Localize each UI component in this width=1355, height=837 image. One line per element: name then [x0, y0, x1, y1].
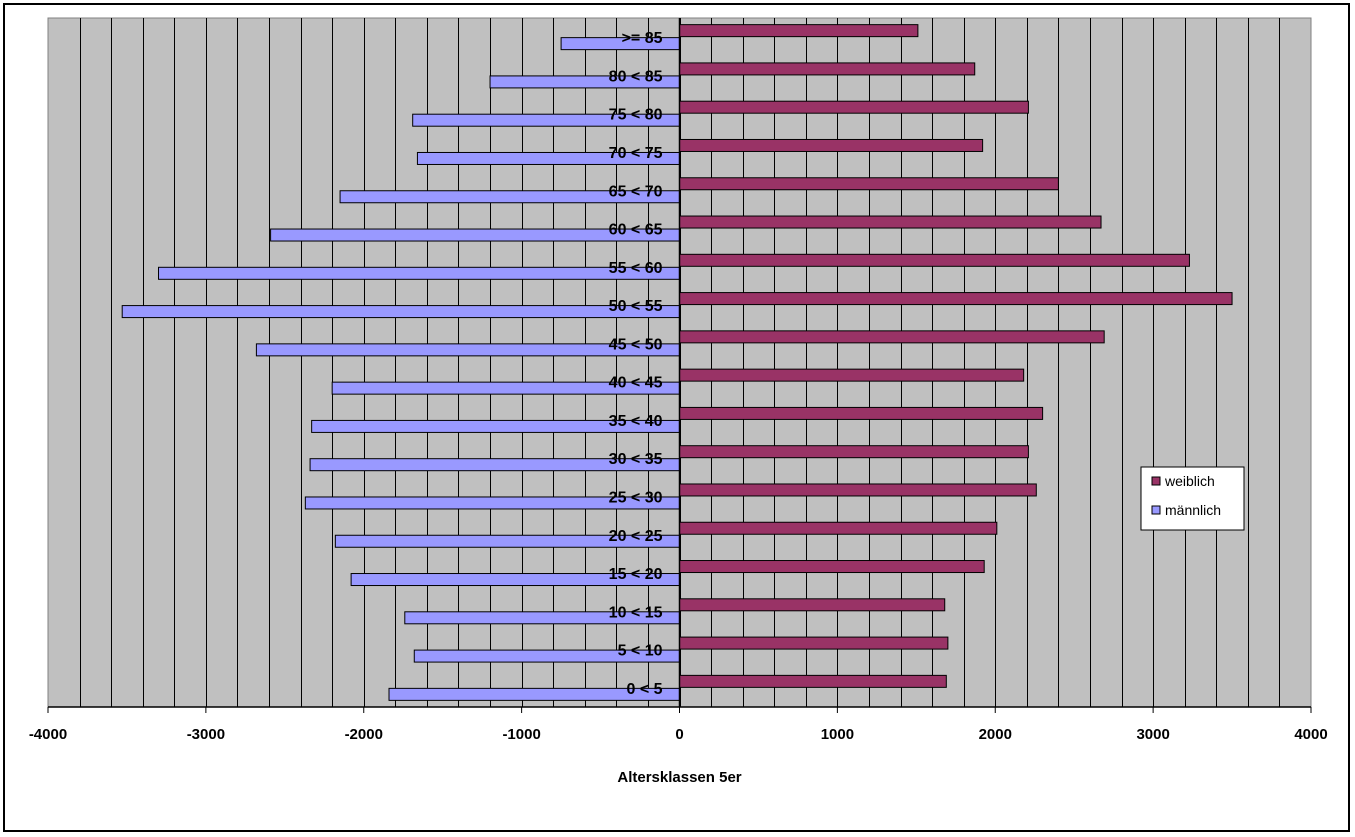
x-tick-label: 1000 — [821, 726, 854, 743]
category-label: 50 < 55 — [609, 298, 663, 315]
bar-weiblich — [679, 177, 1059, 191]
category-label: 20 < 25 — [609, 528, 663, 545]
bar-weiblich — [679, 636, 949, 650]
category-label: 55 < 60 — [609, 260, 663, 277]
x-tick-label: -1000 — [502, 726, 540, 743]
category-label: 80 < 85 — [609, 68, 663, 85]
bar-weiblich — [679, 445, 1029, 459]
bar-weiblich — [679, 368, 1025, 382]
gridlines — [80, 18, 1280, 707]
bar-weiblich — [679, 138, 984, 152]
bar-weiblich — [679, 521, 998, 535]
category-label: 35 < 40 — [609, 413, 663, 430]
bar-weiblich — [679, 100, 1029, 114]
category-label: 75 < 80 — [609, 107, 663, 124]
category-label: 30 < 35 — [609, 451, 663, 468]
bar-weiblich — [679, 560, 985, 574]
bar-weiblich — [679, 598, 946, 612]
category-label: 0 < 5 — [626, 681, 662, 698]
x-tick-label: 3000 — [1136, 726, 1169, 743]
bar-weiblich — [679, 483, 1037, 497]
category-label: 70 < 75 — [609, 145, 663, 162]
category-label: 10 < 15 — [609, 604, 663, 621]
bar-weiblich — [679, 24, 919, 38]
bar-weiblich — [679, 330, 1105, 344]
x-tick-label: -3000 — [187, 726, 225, 743]
x-axis-title: Altersklassen 5er — [617, 769, 741, 786]
x-tick-label: -4000 — [29, 726, 67, 743]
category-label: 60 < 65 — [609, 222, 663, 239]
category-label: >= 85 — [622, 30, 663, 47]
bar-weiblich — [679, 292, 1233, 306]
category-label: 5 < 10 — [618, 643, 663, 660]
category-label: 15 < 20 — [609, 566, 663, 583]
bar-weiblich — [679, 253, 1190, 267]
bar-weiblich — [679, 674, 947, 688]
bar-weiblich — [679, 62, 976, 76]
x-tick-label: 4000 — [1294, 726, 1327, 743]
category-label: 45 < 50 — [609, 336, 663, 353]
x-tick-label: 0 — [675, 726, 683, 743]
category-label: 40 < 45 — [609, 375, 663, 392]
bar-maennlich — [121, 305, 681, 319]
bar-weiblich — [679, 406, 1044, 420]
bars — [48, 18, 1311, 708]
legend-swatch — [1151, 476, 1161, 486]
bar-weiblich — [679, 215, 1102, 229]
x-tick-label: 2000 — [979, 726, 1012, 743]
x-tick-label: -2000 — [345, 726, 383, 743]
legend-label: männlich — [1165, 502, 1221, 518]
category-label: 25 < 30 — [609, 489, 663, 506]
legend: weiblich männlich — [1140, 466, 1245, 531]
bar-maennlich — [158, 266, 680, 280]
x-axis-ticks: -4000 -3000 -2000 -1000 0 1000 2000 3000 4000 — [29, 707, 1328, 743]
category-labels: 0 < 5 5 < 10 10 < 15 15 < 20 20 < 25 25 < 30 3… — [609, 30, 663, 698]
legend-swatch — [1151, 505, 1161, 515]
legend-label: weiblich — [1164, 473, 1215, 489]
category-label: 65 < 70 — [609, 183, 663, 200]
